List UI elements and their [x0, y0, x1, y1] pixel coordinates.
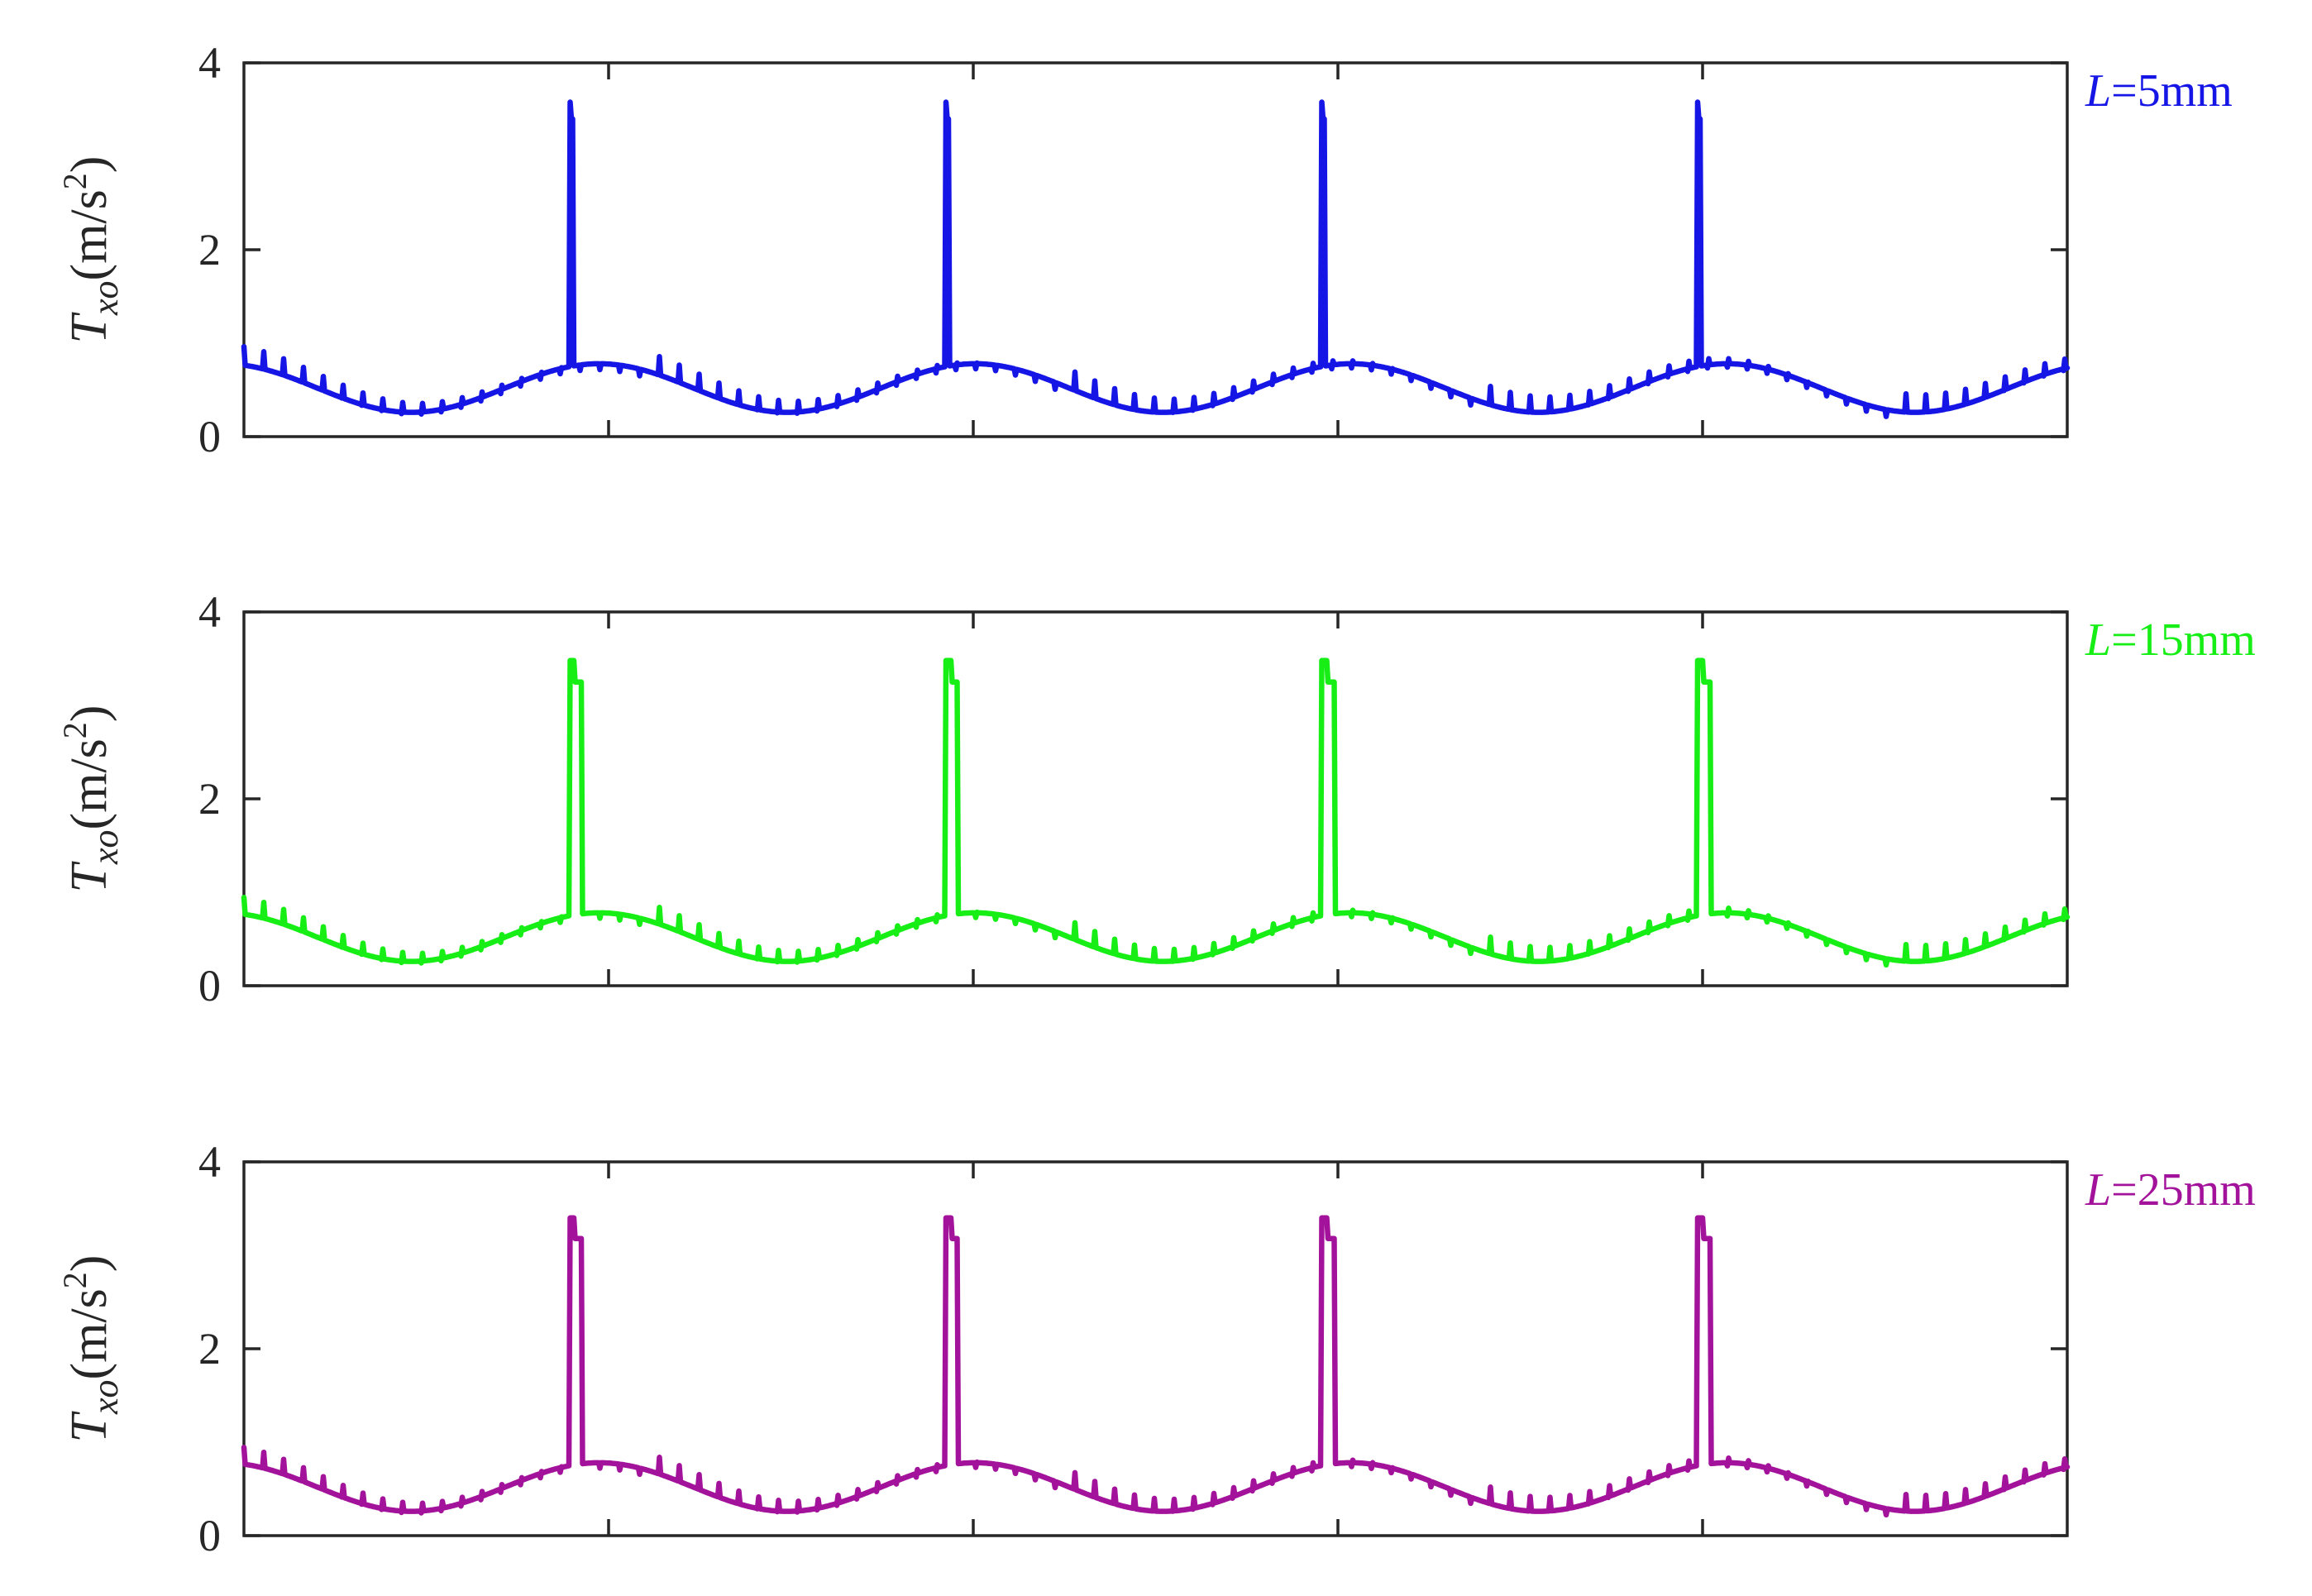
series-line	[241, 1215, 2071, 1518]
y-tick-label: 2	[198, 225, 221, 275]
panel-2: 0 2 4 Txo(m/s2) L=15mm	[56, 587, 2256, 1011]
series-line	[241, 99, 2071, 419]
y-tick-label: 4	[198, 38, 221, 88]
panel-1: 0 2 4 Txo(m/s2) L=5mm	[56, 38, 2233, 461]
y-axis-label: Txo(m/s2)	[56, 705, 126, 893]
y-tick-label: 2	[198, 1324, 221, 1374]
y-axis-label: Txo(m/s2)	[56, 1255, 126, 1443]
y-tick-label: 0	[198, 961, 221, 1011]
y-tick-label: 4	[198, 587, 221, 637]
y-tick-label: 0	[198, 1511, 221, 1560]
y-tick-label: 0	[198, 412, 221, 461]
series-label: L=5mm	[2085, 65, 2233, 117]
series-label: L=15mm	[2085, 614, 2256, 666]
y-axis-label: Txo(m/s2)	[56, 156, 126, 344]
panel-3: 0 2 4 Txo(m/s2) L=25mm	[56, 1137, 2256, 1560]
y-tick-label: 4	[198, 1137, 221, 1187]
series-line	[241, 657, 2071, 968]
series-label: L=25mm	[2085, 1164, 2256, 1216]
y-tick-label: 2	[198, 774, 221, 824]
